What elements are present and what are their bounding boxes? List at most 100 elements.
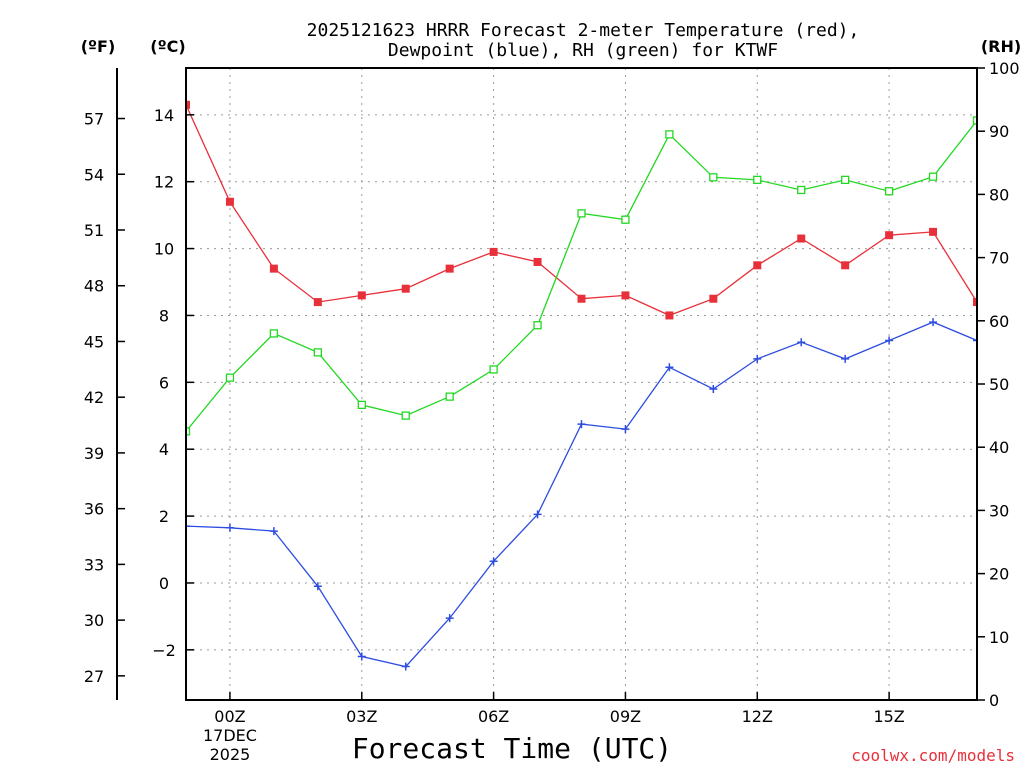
fahrenheit-tick-label: 36 (84, 500, 104, 519)
dewpoint-point (929, 318, 938, 327)
fahrenheit-tick-label: 30 (84, 611, 104, 630)
temperature-point (753, 261, 762, 270)
temperature-point (445, 264, 454, 273)
temperature-point (621, 291, 630, 300)
temperature-point (841, 261, 850, 270)
rh-tick-label: 30 (989, 501, 1009, 520)
rh-point (186, 427, 191, 436)
celsius-tick-label: 4 (159, 440, 169, 459)
celsius-tick-label: 6 (159, 373, 169, 392)
chart-title: 2025121623 HRRR Forecast 2-meter Tempera… (307, 20, 860, 41)
temperature-point (489, 247, 498, 256)
x-tick-label: 03Z (346, 707, 377, 726)
temperature-point (313, 298, 322, 307)
dewpoint-point (445, 614, 454, 623)
dewpoint-point (357, 652, 366, 661)
chart-subtitle: Dewpoint (blue), RH (green) for KTWF (388, 40, 778, 61)
fahrenheit-tick-label: 48 (84, 277, 104, 296)
x-axis-title: Forecast Time (UTC) (352, 732, 672, 765)
fahrenheit-tick-label: 27 (84, 667, 104, 686)
temperature-point (225, 197, 234, 206)
celsius-tick-label: −2 (152, 641, 176, 660)
x-tick-label: 06Z (478, 707, 509, 726)
x-tick-label: 12Z (742, 707, 773, 726)
temperature-point (186, 100, 190, 109)
fahrenheit-tick-label: 42 (84, 388, 104, 407)
dewpoint-point (621, 425, 630, 434)
fahrenheit-unit-label: (ºF) (81, 37, 116, 56)
celsius-tick-label: 2 (159, 507, 169, 526)
dewpoint-point (577, 420, 586, 429)
rh-tick-label: 70 (989, 249, 1009, 268)
temperature-point (401, 284, 410, 293)
dewpoint-point (665, 363, 674, 372)
x-tick-label: 09Z (610, 707, 641, 726)
rh-point (753, 175, 762, 185)
fahrenheit-tick-label: 39 (84, 444, 104, 463)
rh-point (225, 373, 235, 382)
dewpoint-point (753, 354, 762, 363)
temperature-point (797, 234, 806, 243)
rh-point (709, 173, 718, 182)
celsius-tick-label: 0 (159, 574, 169, 593)
rh-point (972, 116, 977, 125)
dewpoint-point (973, 336, 977, 345)
rh-point (928, 172, 938, 181)
celsius-tick-label: 10 (154, 240, 174, 259)
x-tick-date-label: 17DEC (203, 726, 257, 745)
celsius-tick-label: 12 (154, 173, 174, 192)
rh-tick-label: 40 (989, 438, 1009, 457)
rh-unit-label: (RH) (981, 37, 1021, 56)
grid-lines (186, 68, 977, 700)
rh-point (577, 209, 586, 218)
rh-tick-label: 50 (989, 375, 1009, 394)
rh-tick-label: 10 (989, 628, 1009, 647)
dewpoint-point (885, 336, 894, 345)
rh-point (445, 392, 454, 401)
rh-point (489, 365, 498, 374)
celsius-unit-label: (ºC) (150, 37, 185, 56)
x-tick-label: 00Z (214, 707, 245, 726)
rh-point (884, 187, 894, 196)
dewpoint-point (709, 385, 718, 394)
fahrenheit-tick-label: 51 (84, 221, 104, 240)
rh-point (269, 329, 279, 338)
celsius-tick-label: 8 (159, 306, 169, 325)
rh-point (621, 215, 630, 224)
dewpoint-point (533, 510, 542, 519)
rh-point (357, 400, 366, 410)
x-tick-label: 15Z (873, 707, 904, 726)
temperature-point (885, 231, 894, 240)
dewpoint-point (186, 522, 190, 531)
dewpoint-point (269, 527, 278, 536)
temperature-point (665, 311, 674, 320)
rh-point (665, 130, 674, 139)
rh-tick-label: 60 (989, 312, 1009, 331)
rh-point (313, 348, 322, 357)
temperature-point (709, 294, 718, 303)
fahrenheit-tick-label: 33 (84, 555, 104, 574)
temperature-point (269, 264, 278, 273)
rh-tick-label: 90 (989, 122, 1009, 141)
dewpoint-point (225, 523, 234, 532)
rh-tick-label: 80 (989, 185, 1009, 204)
temperature-point (533, 257, 542, 266)
dewpoint-point (797, 338, 806, 347)
rh-point (401, 411, 410, 420)
credit-label: coolwx.com/models (851, 746, 1015, 765)
plot-area (186, 100, 977, 671)
data-series (186, 100, 977, 671)
fahrenheit-tick-label: 57 (84, 110, 104, 129)
x-tick-year-label: 2025 (210, 745, 251, 764)
rh-point (841, 175, 850, 185)
dewpoint-point (489, 557, 498, 566)
dewpoint-series-line (186, 321, 977, 668)
fahrenheit-tick-label: 54 (84, 165, 104, 184)
celsius-tick-label: 14 (154, 106, 174, 125)
rh-series-line (186, 120, 977, 432)
dewpoint-point (401, 662, 410, 671)
temperature-point (973, 298, 977, 307)
temperature-point (929, 227, 938, 236)
